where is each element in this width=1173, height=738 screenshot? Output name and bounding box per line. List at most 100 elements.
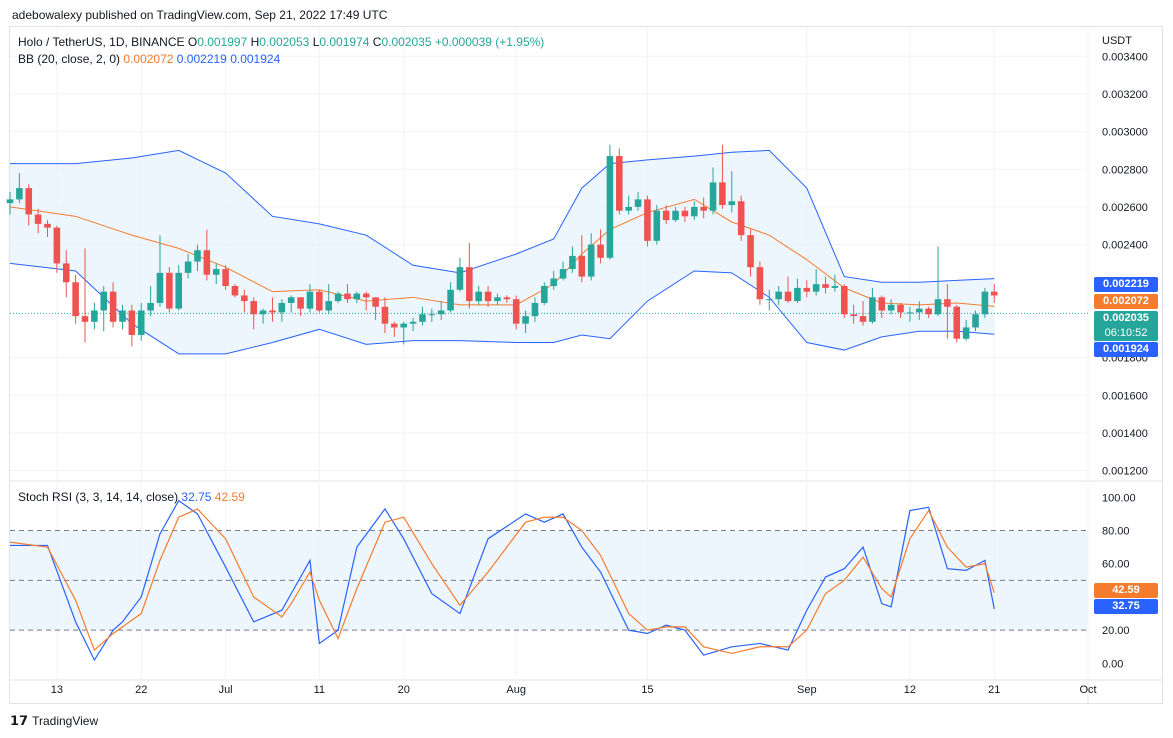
candle-body: [719, 182, 726, 206]
candle: [297, 297, 304, 317]
candle-body: [915, 308, 923, 313]
candle-body: [794, 287, 801, 302]
candle: [91, 302, 98, 330]
time-tick-label: Sep: [797, 684, 817, 696]
candle-body: [250, 301, 258, 315]
rsi-tick-label: 80.00: [1102, 526, 1130, 538]
price-tick-label: 0.003200: [1102, 89, 1148, 101]
candle-body: [241, 295, 248, 302]
candle-body: [644, 199, 651, 241]
open-value: 0.001997: [197, 35, 248, 49]
candle-body: [53, 227, 61, 264]
candle: [662, 205, 670, 224]
chart-frame: [9, 26, 1163, 704]
candle: [334, 291, 342, 303]
candle: [522, 310, 529, 334]
candle: [944, 284, 951, 339]
candle-body: [447, 289, 454, 311]
candle-body: [344, 293, 351, 300]
candle: [372, 297, 379, 320]
price-tick-label: 0.001400: [1102, 428, 1148, 440]
time-tick-label: Oct: [1079, 684, 1096, 696]
candle-body: [484, 291, 492, 302]
rsi-tick-label: 60.00: [1102, 559, 1130, 571]
candle-body: [878, 297, 886, 311]
candle: [466, 242, 473, 309]
candle: [550, 270, 557, 290]
low-value: 0.001974: [319, 35, 370, 49]
candle: [72, 274, 79, 324]
candle: [137, 302, 145, 341]
bb-upper-line: [10, 149, 995, 283]
candle: [990, 284, 998, 303]
candle: [503, 295, 511, 303]
candle: [822, 276, 829, 294]
rsi-line-k: [10, 499, 995, 662]
candle: [81, 248, 89, 343]
candle-body: [653, 210, 661, 241]
candle: [719, 144, 726, 209]
price-tick-label: 0.001200: [1102, 466, 1148, 478]
candle: [391, 321, 398, 337]
candle: [119, 304, 126, 330]
candle: [325, 284, 332, 315]
candle: [16, 173, 23, 204]
candle: [34, 208, 42, 234]
candle-body: [428, 314, 436, 316]
time-tick-label: Jul: [219, 684, 233, 696]
candle: [62, 250, 70, 298]
candle: [353, 291, 361, 303]
candle: [850, 304, 857, 324]
basis-tag: 0.002072: [1094, 294, 1158, 309]
candle: [512, 295, 520, 330]
candle: [953, 304, 961, 343]
candle: [709, 167, 717, 215]
bb-lower-value: 0.001924: [230, 52, 281, 66]
candle: [756, 261, 764, 305]
price-tick-label: 0.002600: [1102, 202, 1148, 214]
price-tick-label: 0.001600: [1102, 390, 1148, 402]
low-label: L: [312, 35, 320, 49]
candle-body: [306, 291, 314, 309]
rsi-k-tag: 32.75: [1094, 599, 1158, 614]
candle-body: [494, 297, 501, 302]
candle-body: [784, 291, 792, 302]
candle: [250, 297, 258, 330]
candle-body: [709, 182, 717, 211]
candle: [672, 206, 679, 222]
rsi-d-value: 42.59: [214, 490, 245, 504]
candle: [559, 261, 567, 281]
candle: [531, 297, 539, 322]
high-value: 0.002053: [259, 35, 310, 49]
candle-body: [953, 306, 961, 339]
candle: [972, 310, 979, 332]
candle: [700, 197, 707, 219]
time-tick-label: 22: [135, 684, 147, 696]
candle-body: [128, 310, 136, 335]
candle-body: [541, 286, 548, 303]
candle-body: [372, 297, 379, 307]
candle-body: [972, 314, 979, 328]
candle-body: [578, 255, 586, 277]
rsi-legend: Stoch RSI (3, 3, 14, 14, close) 32.75 42…: [18, 490, 245, 504]
candle-body: [400, 323, 407, 328]
candle: [906, 306, 914, 322]
bb-fill: [10, 150, 995, 354]
candle-body: [934, 299, 942, 315]
price-tick-label: 0.002800: [1102, 164, 1148, 176]
candle: [887, 299, 895, 315]
stoch-rsi-panel: 100.00 80.00 60.00 20.00 0.00: [9, 492, 1136, 670]
candle: [109, 282, 117, 328]
symbol-legend: Holo / TetherUS, 1D, BINANCE O0.001997 H…: [18, 35, 544, 49]
candle: [166, 267, 173, 313]
candle: [840, 284, 848, 319]
candle-body: [944, 299, 951, 307]
candle-body: [391, 323, 398, 328]
candlesticks: [6, 144, 998, 347]
candle: [447, 282, 454, 313]
tradingview-footer[interactable]: 𝟭𝟳 TradingView: [10, 713, 98, 729]
candle-body: [6, 199, 14, 204]
candle: [934, 246, 942, 317]
candle-body: [831, 286, 839, 288]
